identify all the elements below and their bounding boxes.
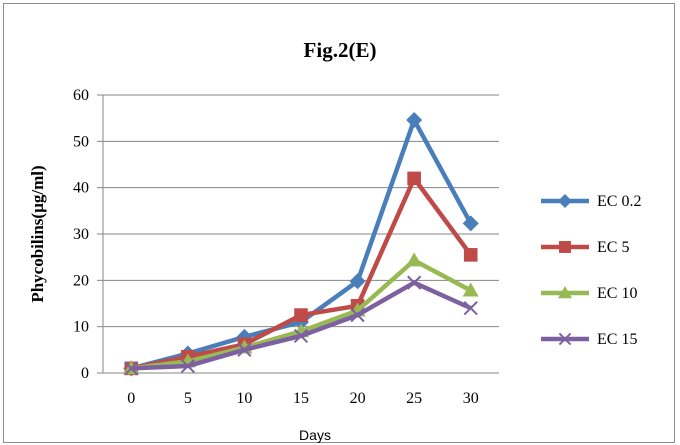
legend: EC 0.2 EC 5 EC 10 EC 15 [541,193,641,348]
point-ec-15-0 [124,361,139,376]
chart-title: Fig.2(E) [303,38,377,62]
legend-marker-ec-15 [558,332,572,346]
y-tick-label-0: 0 [81,365,89,382]
line-ec-5 [130,176,473,371]
legend-item-ec-0-2: EC 0.2 [541,193,641,210]
legend-label-ec-15: EC 15 [597,331,637,348]
legend-item-ec-5: EC 5 [541,239,629,256]
x-tick-label-20: 20 [350,390,366,407]
series-ec-5 [124,171,478,376]
y-tick-label-50: 50 [73,133,89,150]
point-ec-5-15 [294,308,308,322]
x-tick-label-25: 25 [406,390,422,407]
legend-item-ec-10: EC 10 [541,285,637,302]
y-tick-label-60: 60 [73,87,89,104]
legend-marker-ec-10 [558,286,572,299]
legend-marker-ec-0-2 [558,194,572,208]
point-ec-0-2-20 [349,273,366,290]
series-ec-15 [124,275,478,376]
point-ec-10-30 [462,282,479,297]
point-ec-15-5 [180,358,195,374]
point-ec-15-15 [293,328,309,344]
legend-label-ec-10: EC 10 [597,285,637,302]
point-ec-15-10 [237,342,252,357]
point-ec-10-25 [406,252,423,267]
series-lines [123,112,479,377]
legend-label-ec-5: EC 5 [597,239,629,256]
y-tick-label-30: 30 [73,226,89,243]
x-tick-label-0: 0 [127,390,135,407]
chart-frame [3,3,675,443]
x-axis-ticks: 0 5 10 15 20 25 30 [127,390,478,407]
legend-marker-ec-5 [559,241,571,253]
point-ec-0-2-30 [462,215,479,232]
point-ec-15-25 [407,275,422,290]
y-tick-label-40: 40 [73,180,89,197]
x-tick-label-15: 15 [293,390,309,407]
legend-item-ec-15: EC 15 [541,331,637,348]
legend-label-ec-0-2: EC 0.2 [597,193,641,210]
point-ec-0-2-25 [406,112,423,129]
x-tick-label-5: 5 [184,390,192,407]
x-tick-label-10: 10 [236,390,252,407]
x-axis-label: Days [299,427,331,443]
y-tick-label-20: 20 [73,272,89,289]
point-ec-5-25 [407,171,421,186]
point-ec-15-20 [350,307,365,323]
point-ec-5-30 [463,248,478,262]
x-tick-label-30: 30 [463,390,479,407]
y-axis-ticks: 0 10 20 30 40 50 60 [73,87,89,382]
point-ec-15-30 [463,301,478,316]
y-tick-label-10: 10 [73,319,89,336]
y-axis-label: Phycobilins(µg/ml) [28,165,47,302]
